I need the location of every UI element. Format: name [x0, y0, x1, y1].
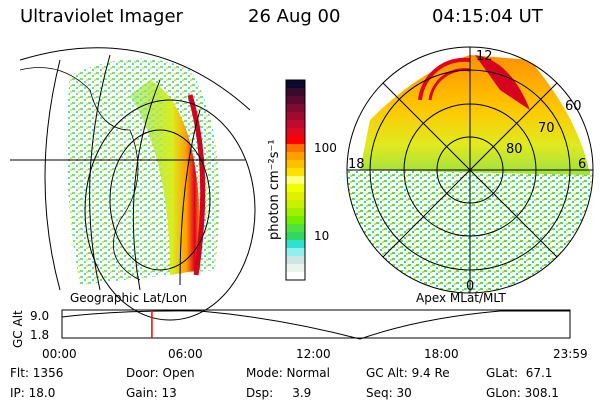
- colorbar-band: [286, 192, 305, 201]
- colorbar-band: [286, 136, 305, 145]
- colorbar-band: [286, 200, 305, 209]
- colorbar-band: [286, 232, 305, 241]
- lat-label-80: 80: [506, 142, 523, 157]
- xtick: 12:00: [296, 347, 331, 361]
- colorbar-band: [286, 176, 305, 185]
- colorbar-band: [286, 112, 305, 121]
- colorbar-band: [286, 120, 305, 129]
- colorbar-band: [286, 248, 305, 257]
- door-info: Door: Open: [126, 366, 195, 380]
- colorbar-band: [286, 216, 305, 225]
- glon-info: GLon: 308.1: [486, 386, 559, 400]
- info-panel: Flt: 1356 Door: Open Mode: Normal GC Alt…: [10, 366, 559, 400]
- colorbar-band: [286, 144, 305, 153]
- colorbar-band: [286, 208, 305, 217]
- xtick: 18:00: [424, 347, 459, 361]
- colorbar-label: photon cm⁻²s⁻¹: [267, 139, 282, 240]
- date-label: 26 Aug 00: [248, 6, 341, 27]
- colorbar-band: [286, 168, 305, 177]
- colorbar-band: [286, 264, 305, 273]
- colorbar-band: [286, 256, 305, 265]
- mlt-label-12: 12: [476, 49, 493, 64]
- polar-map: 12 18 6 0 60 70 80: [346, 46, 594, 294]
- mlt-label-18: 18: [348, 157, 365, 172]
- mlt-label-0: 0: [466, 279, 474, 294]
- colorbar-band: [286, 88, 305, 97]
- gc-alt-info: GC Alt: 9.4 Re: [366, 366, 450, 380]
- colorbar-tick-100: 100: [314, 141, 337, 155]
- time-label: 04:15:04 UT: [432, 6, 543, 27]
- colorbar-band: [286, 80, 305, 89]
- xtick: 06:00: [168, 347, 203, 361]
- colorbar-band: [286, 96, 305, 105]
- timeline-ylabel: GC Alt: [11, 310, 25, 348]
- seq-info: Seq: 30: [366, 386, 412, 400]
- mlt-label-6: 6: [578, 157, 586, 172]
- gain-info: Gain: 13: [126, 386, 177, 400]
- altitude-timeline: [61, 309, 571, 340]
- flight-info: Flt: 1356: [10, 366, 63, 380]
- colorbar-band: [286, 104, 305, 113]
- xtick: 00:00: [42, 347, 77, 361]
- colorbar-band: [286, 128, 305, 137]
- mode-info: Mode: Normal: [246, 366, 330, 380]
- xtick: 23:59: [553, 347, 588, 361]
- dsp-info: Dsp: 3.9: [246, 386, 311, 400]
- glat-info: GLat: 67.1: [486, 366, 552, 380]
- timeline-ymax: 9.0: [30, 309, 49, 323]
- colorbar-band: [286, 224, 305, 233]
- colorbar-band: [286, 272, 305, 281]
- geographic-map: [10, 47, 256, 321]
- lat-label-60: 60: [565, 99, 582, 114]
- instrument-title: Ultraviolet Imager: [20, 6, 183, 27]
- timeline-ymin: 1.8: [30, 328, 49, 342]
- ip-info: IP: 18.0: [10, 386, 55, 400]
- colorbar-band: [286, 184, 305, 193]
- colorbar-band: [286, 160, 305, 169]
- polar-map-label: Apex MLat/MLT: [416, 291, 506, 305]
- colorbar-band: [286, 240, 305, 249]
- colorbar-band: [286, 152, 305, 161]
- geo-map-label: Geographic Lat/Lon: [70, 291, 187, 305]
- colorbar-tick-10: 10: [314, 229, 329, 243]
- colorbar: [286, 80, 305, 281]
- lat-label-70: 70: [538, 121, 555, 136]
